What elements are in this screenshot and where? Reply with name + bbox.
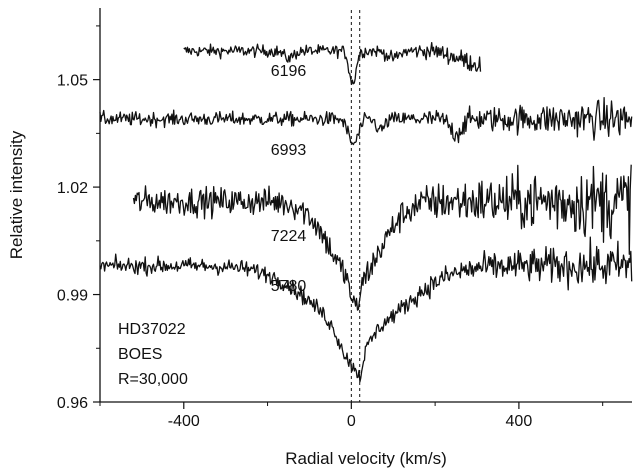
y-axis-title: Relative intensity — [7, 130, 26, 259]
series-line-6993 — [99, 96, 633, 146]
x-axis-ticks: -400 0 400 — [99, 402, 604, 430]
series-lines — [99, 41, 633, 383]
y-tick-label: 1.05 — [57, 73, 88, 90]
y-tick-label: 0.99 — [57, 288, 88, 305]
x-tick-label: 400 — [506, 413, 533, 430]
plot-frame — [99, 8, 632, 403]
series-line-5780 — [99, 236, 633, 383]
series-label-6196: 6196 — [271, 63, 307, 80]
y-tick-label: 0.96 — [57, 395, 88, 412]
series-labels: 6196 6993 7224 5780 — [271, 63, 307, 295]
y-tick-label: 1.02 — [57, 180, 88, 197]
x-axis-title: Radial velocity (km/s) — [285, 449, 447, 468]
annotation-instrument: BOES — [118, 346, 162, 363]
series-label-6993: 6993 — [271, 142, 307, 159]
series-label-5780: 5780 — [271, 278, 307, 295]
reference-lines — [350, 10, 361, 402]
series-line-6196 — [183, 41, 482, 85]
annotation-star: HD37022 — [118, 321, 186, 338]
x-tick-label: -400 — [168, 413, 200, 430]
y-axis-ticks: 0.96 0.99 1.02 1.05 — [57, 25, 100, 412]
x-tick-label: 0 — [347, 413, 356, 430]
series-label-7224: 7224 — [271, 228, 307, 245]
annotation-resolution: R=30,000 — [118, 371, 188, 388]
series-line-7224 — [132, 164, 632, 311]
